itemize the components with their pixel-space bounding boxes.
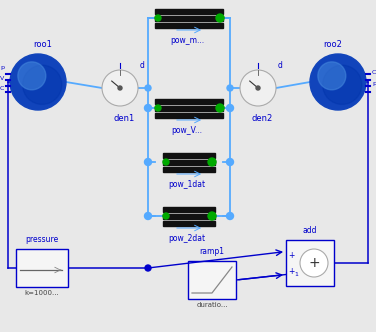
Text: k=1000...: k=1000... <box>24 290 59 296</box>
Circle shape <box>226 158 233 165</box>
Bar <box>163 213 215 218</box>
Text: +: + <box>288 268 294 277</box>
Bar <box>155 23 223 28</box>
Bar <box>163 220 215 225</box>
Bar <box>163 152 215 157</box>
Bar <box>155 99 223 104</box>
Text: C: C <box>0 86 4 91</box>
Circle shape <box>155 105 161 111</box>
Circle shape <box>23 65 62 104</box>
Circle shape <box>145 265 151 271</box>
Text: roo2: roo2 <box>324 40 343 49</box>
Text: roo1: roo1 <box>33 40 52 49</box>
Circle shape <box>208 158 216 166</box>
Text: duratio...: duratio... <box>196 302 228 308</box>
Circle shape <box>144 158 152 165</box>
Text: add: add <box>303 226 317 235</box>
Circle shape <box>208 212 216 220</box>
Text: den1: den1 <box>114 114 135 123</box>
Text: d: d <box>278 61 283 70</box>
Circle shape <box>226 212 233 219</box>
Circle shape <box>216 14 224 22</box>
Text: d: d <box>140 61 145 70</box>
Circle shape <box>10 54 66 110</box>
Circle shape <box>318 62 346 90</box>
Text: pow_2dat: pow_2dat <box>168 234 206 243</box>
FancyBboxPatch shape <box>16 249 68 287</box>
Circle shape <box>102 70 138 106</box>
Text: pow_1dat: pow_1dat <box>168 180 206 189</box>
Circle shape <box>240 70 276 106</box>
Circle shape <box>18 62 46 90</box>
Text: ramp1: ramp1 <box>200 247 224 256</box>
Circle shape <box>155 15 161 21</box>
FancyBboxPatch shape <box>286 240 334 286</box>
Text: pow_V...: pow_V... <box>171 126 203 135</box>
Text: pow_m...: pow_m... <box>170 36 204 45</box>
Text: 1: 1 <box>294 273 298 278</box>
Circle shape <box>118 86 122 90</box>
Circle shape <box>145 85 151 91</box>
Bar <box>155 9 223 14</box>
Bar <box>155 16 223 21</box>
FancyBboxPatch shape <box>188 261 236 299</box>
Circle shape <box>216 104 224 112</box>
Text: +: + <box>288 252 294 261</box>
Text: C: C <box>372 69 376 74</box>
Bar <box>163 159 215 164</box>
Text: +: + <box>308 256 320 270</box>
Text: p: p <box>372 81 376 87</box>
Circle shape <box>300 249 328 277</box>
Circle shape <box>310 54 366 110</box>
Text: V: V <box>0 75 4 80</box>
Bar <box>163 167 215 172</box>
Text: den2: den2 <box>252 114 273 123</box>
Bar <box>155 113 223 118</box>
Circle shape <box>323 65 362 104</box>
Bar <box>155 106 223 111</box>
Circle shape <box>227 85 233 91</box>
Circle shape <box>144 105 152 112</box>
Text: p: p <box>0 65 4 70</box>
Circle shape <box>163 159 169 165</box>
Circle shape <box>256 86 260 90</box>
Text: pressure: pressure <box>25 235 59 244</box>
Circle shape <box>144 212 152 219</box>
Bar <box>163 207 215 211</box>
Circle shape <box>163 213 169 219</box>
Circle shape <box>226 105 233 112</box>
